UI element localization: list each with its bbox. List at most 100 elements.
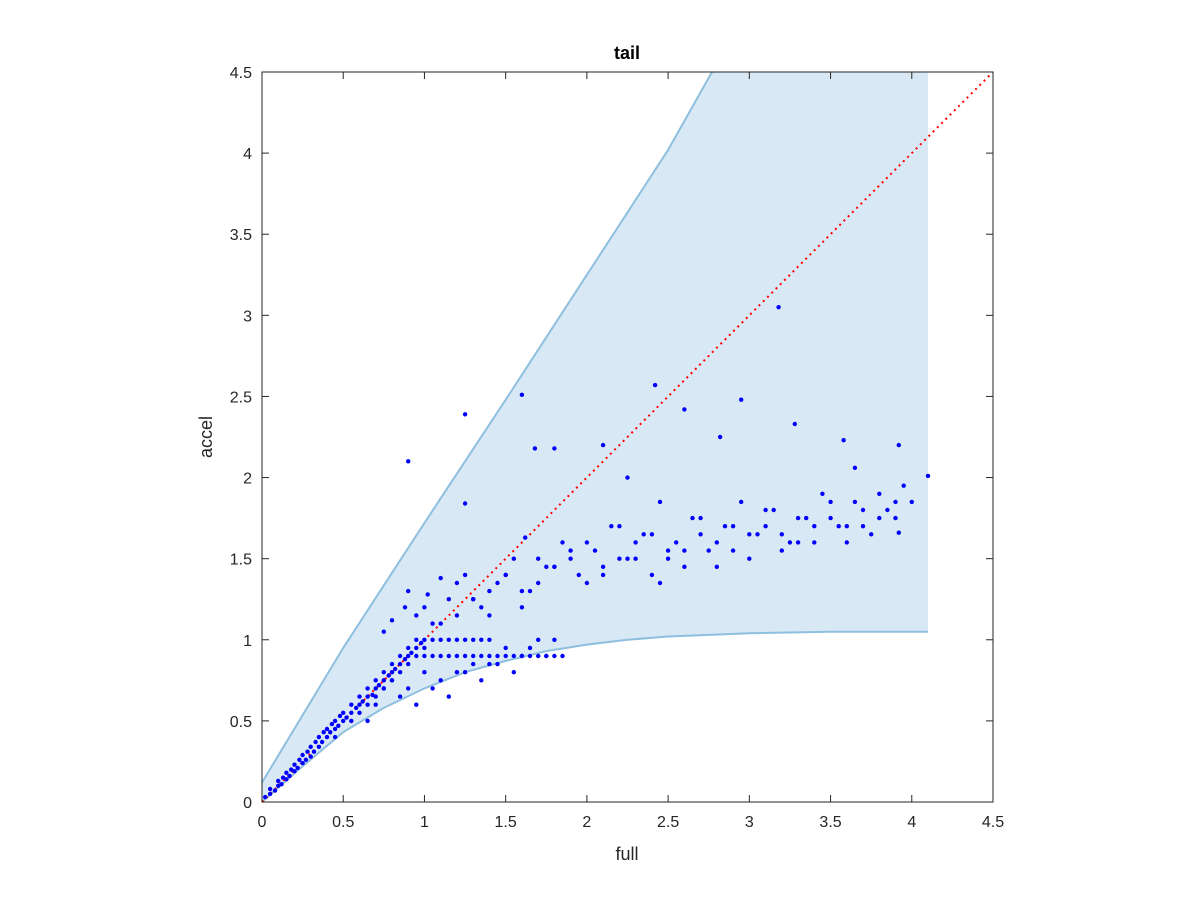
y-axis-ticks: 0 0.5 1 1.5 2 2.5 3 3.5 4 4.5	[230, 65, 993, 812]
data-point	[287, 773, 292, 779]
data-point	[625, 475, 630, 480]
band-lower-edge	[261, 630, 928, 803]
data-point	[682, 564, 687, 569]
data-point	[279, 782, 284, 787]
data-point	[836, 524, 841, 529]
data-point	[771, 507, 776, 513]
confidence-band	[261, 71, 928, 803]
data-point	[706, 548, 711, 553]
data-point	[267, 786, 273, 792]
data-point	[406, 645, 411, 651]
data-point	[454, 637, 460, 642]
data-point	[462, 412, 468, 417]
data-point	[305, 749, 310, 754]
data-point	[373, 678, 378, 683]
data-point	[523, 535, 528, 540]
data-point	[337, 713, 343, 719]
data-point	[649, 572, 655, 578]
data-point	[381, 686, 386, 691]
data-point	[425, 592, 430, 597]
data-point	[568, 556, 573, 561]
data-point	[633, 556, 638, 561]
data-point	[649, 532, 655, 537]
data-point	[454, 613, 460, 618]
data-point	[503, 572, 508, 578]
x-tick-label: 3	[745, 814, 754, 831]
data-point	[698, 515, 703, 521]
data-point	[402, 605, 408, 610]
data-point	[365, 694, 370, 699]
data-point	[795, 515, 801, 521]
data-point	[321, 730, 326, 735]
data-point	[349, 702, 354, 707]
data-point	[792, 421, 797, 427]
data-point	[495, 653, 500, 659]
data-point	[479, 637, 484, 642]
data-point	[300, 760, 305, 766]
data-point	[332, 734, 338, 740]
data-point	[852, 465, 858, 470]
data-point	[714, 564, 719, 569]
data-point	[592, 548, 598, 553]
data-point	[487, 613, 492, 618]
data-point	[682, 548, 687, 553]
data-point	[896, 530, 901, 535]
data-point	[373, 686, 378, 691]
data-point	[406, 653, 411, 659]
data-point	[511, 556, 516, 561]
data-point	[360, 699, 365, 704]
reference-line	[261, 71, 994, 803]
data-point	[422, 637, 427, 642]
data-point	[779, 532, 784, 537]
data-point	[311, 749, 317, 754]
data-point	[373, 702, 378, 707]
data-point	[776, 305, 781, 310]
data-point	[446, 694, 451, 699]
data-point	[536, 580, 541, 586]
data-point	[625, 556, 630, 561]
data-point	[471, 637, 476, 642]
data-point	[454, 580, 460, 586]
data-point	[284, 770, 289, 775]
data-point	[665, 556, 671, 561]
data-point	[308, 754, 313, 759]
data-point	[527, 645, 533, 651]
data-point	[303, 757, 309, 762]
data-point	[747, 532, 752, 537]
data-point	[389, 670, 395, 675]
data-point	[365, 702, 370, 707]
data-point	[552, 637, 557, 642]
data-point	[600, 572, 606, 578]
data-point	[430, 637, 435, 642]
data-point	[690, 515, 695, 521]
data-point	[674, 540, 679, 545]
data-point	[812, 524, 817, 529]
data-point	[841, 438, 846, 443]
data-point	[901, 483, 906, 488]
data-point	[397, 694, 403, 699]
data-point	[308, 744, 313, 749]
y-tick-label: 0.5	[230, 714, 252, 731]
data-point	[665, 548, 671, 553]
data-point	[503, 653, 508, 659]
data-point	[844, 524, 849, 529]
data-point	[438, 653, 443, 659]
data-point	[276, 778, 281, 784]
data-point	[503, 645, 508, 651]
data-point	[763, 524, 768, 529]
data-point	[471, 653, 476, 659]
data-point	[576, 572, 581, 578]
x-tick-label: 1.5	[495, 814, 517, 831]
data-point	[297, 757, 302, 762]
data-point	[714, 540, 719, 545]
data-point	[552, 446, 557, 451]
data-point	[820, 491, 825, 496]
data-point	[402, 657, 408, 662]
data-point	[560, 540, 565, 545]
x-tick-label: 0	[258, 814, 267, 831]
data-point	[389, 661, 395, 667]
data-point	[560, 653, 565, 659]
data-point	[381, 629, 386, 634]
data-point	[324, 734, 330, 740]
data-point	[487, 637, 492, 642]
